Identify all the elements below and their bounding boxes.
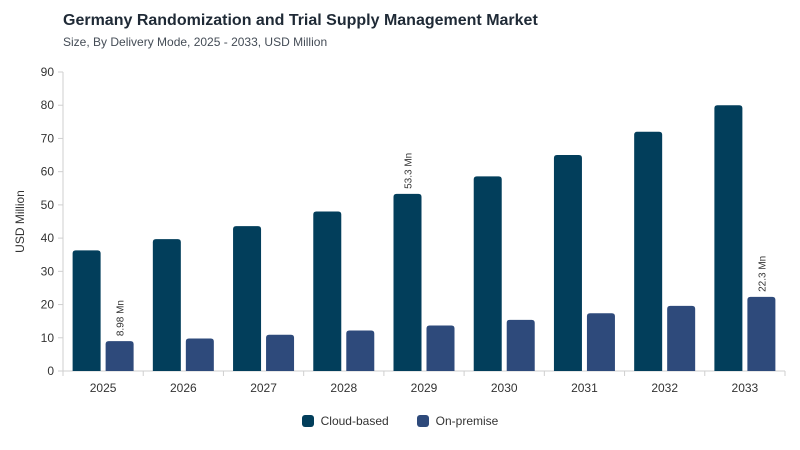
bar-on-premise-2026[interactable] bbox=[185, 338, 214, 371]
chart-title: Germany Randomization and Trial Supply M… bbox=[63, 12, 538, 29]
x-axis: 2025 2026 2027 2028 2029 2030 2031 2032 2033 bbox=[62, 370, 786, 395]
bar-cloud-based-2028[interactable] bbox=[313, 211, 342, 371]
x-tick-label: 2027 bbox=[250, 381, 277, 395]
legend: Cloud-based On-premise bbox=[0, 414, 800, 428]
data-label: 53.3 Mn bbox=[404, 153, 415, 189]
data-labels: 8.98 Mn 53.3 Mn 22.3 Mn bbox=[116, 153, 769, 336]
x-tick-label: 2032 bbox=[651, 381, 678, 395]
x-tick-label: 2030 bbox=[491, 381, 518, 395]
bar-cloud-based-2029[interactable] bbox=[393, 193, 422, 371]
bar-cloud-based-2025[interactable] bbox=[72, 250, 101, 371]
x-tick-label: 2031 bbox=[571, 381, 598, 395]
y-tick-label: 40 bbox=[41, 231, 55, 245]
bar-on-premise-2029[interactable] bbox=[426, 325, 455, 371]
y-tick-label: 50 bbox=[41, 198, 55, 212]
legend-label-cloud-based: Cloud-based bbox=[320, 414, 389, 428]
legend-item-cloud-based[interactable]: Cloud-based bbox=[301, 414, 389, 428]
bar-cloud-based-2032[interactable] bbox=[634, 131, 663, 371]
bar-cloud-based-2030[interactable] bbox=[473, 176, 502, 371]
data-label: 8.98 Mn bbox=[116, 300, 127, 336]
bar-cloud-based-2033[interactable] bbox=[714, 105, 743, 371]
bar-on-premise-2030[interactable] bbox=[506, 319, 535, 371]
bar-cloud-based-2026[interactable] bbox=[152, 239, 181, 371]
legend-swatch-cloud-based bbox=[301, 415, 314, 427]
legend-item-on-premise[interactable]: On-premise bbox=[416, 414, 499, 428]
y-axis-label: USD Million bbox=[13, 190, 27, 253]
x-tick-label: 2026 bbox=[170, 381, 197, 395]
data-label: 22.3 Mn bbox=[757, 256, 768, 292]
legend-label-on-premise: On-premise bbox=[435, 414, 499, 428]
y-tick-label: 0 bbox=[47, 364, 54, 378]
legend-swatch-on-premise bbox=[416, 415, 429, 427]
x-tick-label: 2028 bbox=[330, 381, 357, 395]
bar-on-premise-2033[interactable] bbox=[747, 296, 776, 371]
bar-on-premise-2032[interactable] bbox=[667, 305, 696, 371]
y-tick-label: 30 bbox=[41, 264, 55, 278]
bar-cloud-based-2031[interactable] bbox=[553, 155, 582, 371]
x-tick-label: 2025 bbox=[90, 381, 117, 395]
y-tick-label: 90 bbox=[41, 65, 55, 79]
y-tick-label: 10 bbox=[41, 331, 55, 345]
bars bbox=[72, 105, 776, 371]
y-tick-label: 20 bbox=[41, 298, 55, 312]
bar-on-premise-2031[interactable] bbox=[586, 313, 615, 371]
bar-on-premise-2025[interactable] bbox=[105, 341, 134, 371]
chart-subtitle: Size, By Delivery Mode, 2025 - 2033, USD… bbox=[63, 35, 328, 49]
y-axis: 0 10 20 30 40 50 60 70 80 90 bbox=[41, 65, 64, 378]
y-tick-label: 60 bbox=[41, 165, 55, 179]
bar-cloud-based-2027[interactable] bbox=[233, 226, 262, 371]
y-tick-label: 70 bbox=[41, 131, 55, 145]
x-tick-label: 2033 bbox=[732, 381, 759, 395]
bar-on-premise-2027[interactable] bbox=[266, 334, 295, 371]
bar-on-premise-2028[interactable] bbox=[346, 330, 375, 371]
x-tick-label: 2029 bbox=[411, 381, 438, 395]
y-tick-label: 80 bbox=[41, 98, 55, 112]
